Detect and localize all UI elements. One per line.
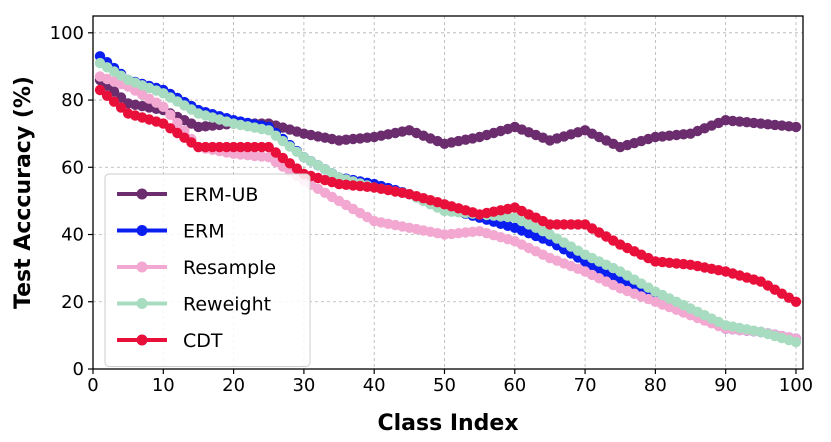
legend-swatch-marker — [137, 225, 148, 236]
data-point — [791, 337, 801, 347]
legend-swatch-marker — [137, 262, 148, 273]
legend-label: Reweight — [183, 294, 271, 316]
data-point — [158, 102, 168, 112]
y-tick-label: 100 — [50, 23, 84, 44]
y-tick-label: 20 — [61, 292, 84, 313]
data-point — [791, 122, 801, 132]
data-point — [791, 297, 801, 307]
legend-label: CDT — [183, 330, 223, 352]
x-tick-label: 30 — [292, 375, 315, 396]
legend: ERM-UB ERM Resample Reweight CDT — [105, 174, 310, 367]
legend-swatch-marker — [137, 298, 148, 309]
y-tick-label: 80 — [61, 90, 84, 111]
x-tick-label: 70 — [574, 375, 597, 396]
legend-label: Resample — [183, 257, 276, 279]
legend-swatch-marker — [137, 189, 148, 200]
x-tick-label: 90 — [714, 375, 737, 396]
x-tick-label: 50 — [433, 375, 456, 396]
legend-swatch-marker — [137, 335, 148, 346]
x-tick-label: 100 — [779, 375, 813, 396]
data-point — [165, 110, 175, 120]
x-axis-title: Class Index — [377, 411, 518, 436]
legend-label: ERM-UB — [183, 184, 258, 206]
y-axis-title: Test Acccuracy (%) — [11, 76, 36, 309]
legend-label: ERM — [183, 221, 225, 243]
y-tick-label: 0 — [73, 359, 84, 380]
x-tick-label: 10 — [152, 375, 175, 396]
x-tick-label: 0 — [87, 375, 98, 396]
x-tick-label: 20 — [222, 375, 245, 396]
y-tick-label: 40 — [61, 225, 84, 246]
x-tick-label: 40 — [363, 375, 386, 396]
x-tick-label: 60 — [503, 375, 526, 396]
x-tick-label: 80 — [644, 375, 667, 396]
y-tick-label: 60 — [61, 157, 84, 178]
